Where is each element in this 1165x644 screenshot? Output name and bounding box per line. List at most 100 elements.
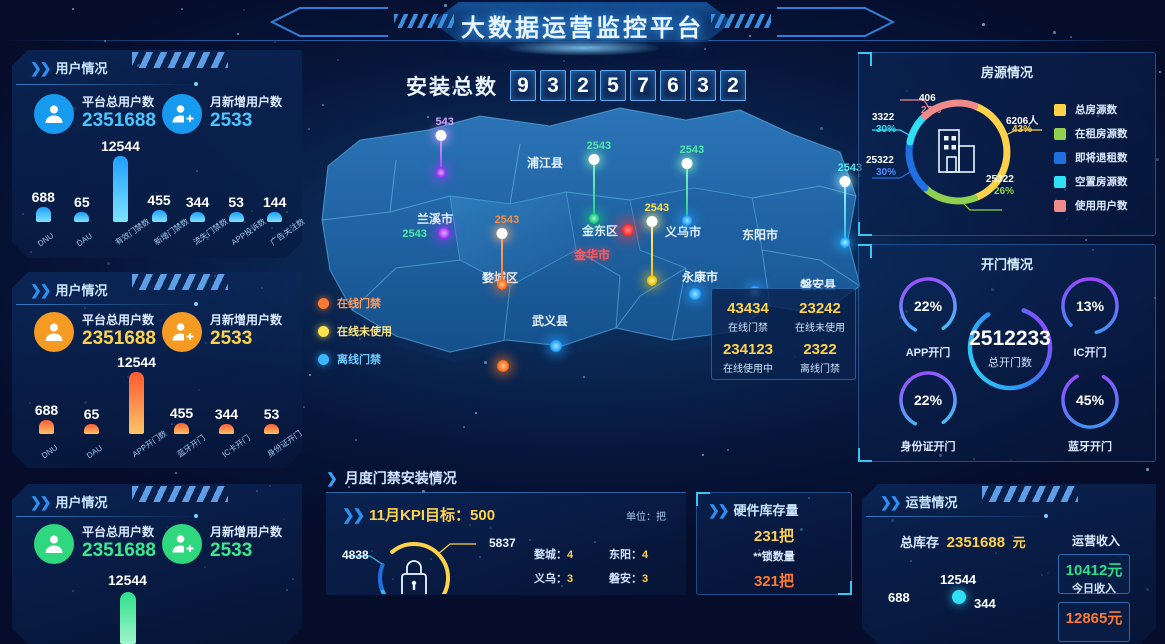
bar-value: 65 (70, 406, 114, 422)
map-dot-purple-1 (438, 227, 451, 240)
chart-user-green-bar[interactable] (120, 592, 136, 644)
map-stat-label: 在线使用中 (712, 360, 784, 375)
panel-hardware-inventory: ❯❯ 硬件库存量 231把 **锁数量 321把 (696, 492, 852, 595)
ring-idcard-open[interactable]: 22% 身份证开门 (896, 368, 960, 432)
map-dot-blue-2 (689, 288, 702, 301)
bar[interactable] (39, 420, 54, 434)
panel-header-rule (16, 516, 196, 517)
gauge-value-right: 5837 (489, 536, 516, 550)
operations-total-label: 总库存 (900, 535, 939, 550)
stat-value: 2351688 (82, 328, 156, 350)
map-label-yongkang: 永康市 (682, 268, 718, 285)
bar[interactable] (219, 424, 234, 434)
user-plus-icon (162, 312, 202, 352)
operations-total-row: 总库存 2351688 元 (900, 532, 1026, 551)
revenue-box-second[interactable]: 12865元 (1058, 602, 1130, 642)
legend-item: 使用用户数 (1054, 198, 1128, 213)
panel-title-user-blue: ❯❯ 用户情况 (30, 58, 107, 77)
monthly-install-gauge[interactable] (336, 532, 486, 594)
panel-user-blue: ❯❯ 用户情况 平台总用户数 2351688 月新增用户数 2533 688 DNU… (12, 50, 302, 258)
install-row-dongyang: 东阳：4 (609, 546, 648, 562)
map-label-yiwu: 义乌市 (665, 223, 701, 240)
legend-swatch-unused-icon (318, 326, 329, 337)
door-open-total-ring[interactable]: 2512233 总开门数 (964, 302, 1056, 394)
panel-header-rule (16, 84, 196, 85)
hardware-item-2: 321把 (696, 570, 852, 591)
user-plus-icon (162, 94, 202, 134)
user-icon (34, 94, 74, 134)
revenue-box-today[interactable]: 10412元 今日收入 (1058, 554, 1130, 594)
map-stat-value: 234123 (712, 341, 784, 358)
revenue-value: 12865元 (1059, 607, 1129, 628)
install-total-label: 安装总数 (406, 71, 498, 101)
bar-value: 344 (176, 194, 220, 210)
chart-user-blue[interactable]: 688 DNU 65 DAU 12544 有效门禁数 455 新增门禁数 344 流失门禁数 53 A… (24, 138, 294, 256)
housing-value-lime: 25322 (986, 174, 1014, 185)
stat-new-users-orange: 月新增用户数 2533 (162, 312, 282, 352)
map-pin-base (589, 213, 600, 224)
map-stat-label: 离线门禁 (784, 360, 856, 375)
bar[interactable] (152, 210, 167, 222)
panel-operations: ❯❯ 运营情况 总库存 2351688 元 运营收入 10412元 今日收入 12… (862, 484, 1156, 644)
bar[interactable] (129, 372, 144, 434)
hardware-value: 231把 (696, 525, 852, 546)
ring-ic-open[interactable]: 13% IC开门 (1058, 274, 1122, 338)
bar[interactable] (74, 212, 89, 222)
legend-swatch-users-icon (1054, 200, 1066, 212)
map-pin-head (589, 154, 600, 165)
stat-value: 2351688 (82, 110, 156, 132)
bar[interactable] (267, 212, 282, 222)
operations-mini-value-0: 688 (888, 590, 910, 605)
panel-housing: 房源情况 (858, 52, 1156, 236)
region-map[interactable]: 浦江县 兰溪市 金东区 义乌市 东阳市 金华市 婺城区 永康市 磐安县 武义县 … (300, 100, 870, 380)
bar-value: 12544 (115, 354, 159, 370)
install-digit-2: 2 (570, 70, 596, 101)
chevron-right-icon: ❯❯ (30, 494, 49, 510)
map-stat-value: 2322 (784, 341, 856, 358)
legend-swatch-offline-icon (318, 354, 329, 365)
map-legend: 在线门禁 在线未使用 离线门禁 (318, 295, 392, 379)
panel-user-orange: ❯❯ 用户情况 平台总用户数 2351688 月新增用户数 2533 688 DNU… (12, 272, 302, 468)
page-title: 大数据运营监控平台 (461, 8, 704, 43)
kpi-target-label: ❯❯ 11月KPI目标：500 (342, 504, 495, 525)
housing-value-pink: 406 (919, 93, 936, 104)
housing-value-cyan: 3322 (872, 112, 894, 123)
door-open-total-value: 2512233 (969, 327, 1051, 351)
map-pin-value: 2543 (645, 202, 669, 214)
ring-label: IC开门 (1074, 344, 1107, 360)
panel-header-rule (866, 516, 1046, 517)
bar[interactable] (113, 156, 128, 222)
bar-category-label: DNU (40, 443, 59, 460)
legend-swatch-leaving-icon (1054, 152, 1066, 164)
map-pin-base (497, 279, 508, 290)
map-dot-jinhua[interactable] (622, 224, 635, 237)
legend-item: 空置房源数 (1054, 174, 1128, 189)
map-pin-head (647, 216, 658, 227)
ring-label: 蓝牙开门 (1068, 438, 1112, 454)
title-wing-right-icon (775, 6, 895, 38)
bar[interactable] (190, 212, 205, 222)
map-stat-value: 43434 (712, 300, 784, 317)
housing-percent-royal: 30% (876, 167, 896, 178)
map-pin-value: 2543 (495, 214, 519, 226)
stat-label: 平台总用户数 (82, 314, 156, 328)
bar-value: 144 (253, 194, 297, 210)
panel-monthly-install: ❯❯ 11月KPI目标：500 单位：把 4838 5837 婺城：4 (326, 492, 686, 595)
unit-label: 单位：把 (626, 508, 666, 523)
map-pin-head (497, 228, 508, 239)
bar[interactable] (36, 207, 51, 222)
legend-item: 在租房源数 (1054, 126, 1128, 141)
stat-label: 平台总用户数 (82, 526, 156, 540)
legend-swatch-rented-icon (1054, 128, 1066, 140)
housing-percent-cyan: 30% (876, 124, 896, 135)
ring-app-open[interactable]: 22% APP开门 (896, 274, 960, 338)
chart-user-orange[interactable]: 688 DNU 65 DAU 12544 APP开门数 455 蓝牙开门 344 IC卡开门 53 身… (24, 356, 294, 468)
bar[interactable] (264, 424, 279, 434)
bar[interactable] (229, 212, 244, 222)
bar[interactable] (174, 423, 189, 434)
ring-bluetooth-open[interactable]: 45% 蓝牙开门 (1058, 368, 1122, 432)
housing-donut-chart[interactable] (868, 80, 1048, 230)
bar[interactable] (84, 424, 99, 434)
bar-value: 65 (60, 194, 104, 210)
bar-value: 688 (25, 402, 69, 418)
